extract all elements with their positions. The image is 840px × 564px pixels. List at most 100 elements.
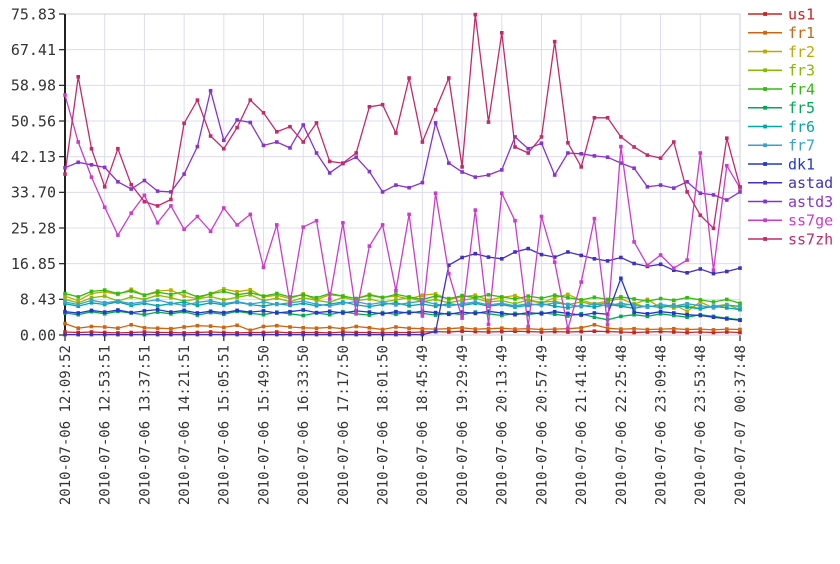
series-marker-fr3 (500, 298, 504, 303)
series-marker-fr7 (433, 302, 438, 306)
series-marker-fr4 (632, 297, 636, 301)
series-marker-astad (102, 332, 107, 337)
series-marker-fr3 (314, 298, 319, 303)
series-marker-ss7zh (380, 102, 385, 107)
series-marker-fr3 (235, 295, 239, 300)
series-marker-ss7ge (76, 140, 80, 144)
series-marker-ss7ge (711, 268, 716, 272)
series-marker-fr3 (513, 301, 517, 306)
legend-swatch-marker (763, 143, 767, 148)
series-marker-us1 (354, 330, 358, 335)
series-marker-ss7zh (513, 145, 517, 149)
series-marker-fr1 (367, 326, 372, 330)
series-marker-us1 (169, 330, 173, 335)
series-marker-astd3 (592, 154, 597, 158)
series-marker-fr4 (116, 291, 120, 296)
series-marker-fr7 (685, 301, 689, 306)
series-marker-us1 (473, 329, 478, 334)
series-marker-ss7ge (526, 324, 530, 329)
series-marker-ss7ge (513, 218, 517, 223)
series-marker-astd3 (460, 170, 464, 174)
series-marker-fr1 (605, 326, 610, 330)
series-marker-us1 (539, 330, 544, 334)
series-marker-fr3 (301, 295, 305, 300)
series-marker-fr4 (592, 295, 597, 300)
series-marker-fr4 (394, 292, 398, 297)
series-marker-fr4 (182, 290, 186, 294)
series-marker-us1 (566, 330, 570, 334)
series-marker-fr6 (592, 305, 597, 309)
series-marker-fr2 (76, 298, 80, 303)
series-marker-fr1 (275, 323, 279, 328)
series-marker-ss7ge (645, 263, 650, 267)
series-marker-ss7ge (354, 312, 358, 316)
series-marker-astad (711, 271, 716, 276)
series-marker-us1 (208, 330, 213, 334)
series-marker-fr7 (738, 304, 742, 309)
series-marker-fr7 (698, 304, 703, 308)
series-marker-astad (513, 250, 517, 254)
series-marker-us1 (698, 330, 703, 334)
series-marker-fr4 (367, 293, 372, 297)
series-marker-astad (526, 246, 530, 251)
series-marker-fr7 (327, 304, 332, 308)
series-marker-us1 (711, 330, 716, 335)
series-marker-astd3 (275, 140, 279, 144)
series-marker-fr7 (579, 304, 583, 309)
series-marker-ss7ge (327, 297, 332, 301)
series-marker-fr3 (526, 298, 530, 302)
x-axis-label: 2010-07-06 17:17:50 (336, 345, 352, 505)
legend-item: astd3 (748, 193, 833, 211)
series-marker-astad (63, 332, 67, 337)
series-marker-astad (208, 332, 213, 337)
series-marker-ss7zh (552, 39, 557, 44)
series-marker-fr4 (222, 289, 226, 294)
series-marker-fr1 (645, 327, 650, 332)
series-marker-fr5 (619, 314, 623, 319)
series-marker-us1 (685, 330, 689, 335)
series-marker-fr4 (672, 298, 676, 303)
series-marker-dk1 (447, 312, 451, 317)
series-marker-us1 (526, 329, 530, 334)
series-marker-fr6 (261, 304, 266, 308)
series-marker-ss7zh (142, 199, 147, 204)
series-marker-fr4 (248, 290, 253, 295)
series-marker-fr4 (76, 295, 80, 299)
series-marker-us1 (248, 330, 253, 335)
series-marker-fr2 (420, 293, 425, 297)
series-marker-fr7 (619, 301, 623, 306)
series-marker-fr4 (275, 291, 279, 296)
series-marker-astad (579, 253, 583, 258)
series-marker-fr4 (698, 298, 703, 302)
series-marker-fr1 (380, 327, 385, 332)
series-marker-astad (500, 257, 504, 261)
series-marker-fr3 (486, 300, 491, 304)
series-marker-dk1 (261, 309, 266, 313)
series-marker-fr7 (182, 303, 186, 308)
series-marker-astd3 (685, 180, 689, 184)
series-marker-astd3 (235, 118, 239, 122)
x-axis-label: 2010-07-06 12:53:51 (98, 345, 114, 505)
series-marker-fr5 (500, 313, 504, 318)
series-marker-astd3 (407, 185, 411, 190)
x-axis-label: 2010-07-06 20:57:49 (534, 345, 550, 505)
series-marker-fr1 (155, 326, 160, 330)
series-marker-astd3 (738, 190, 742, 194)
series-marker-fr7 (605, 304, 610, 308)
series-marker-us1 (63, 330, 67, 334)
series-marker-fr3 (433, 297, 438, 302)
series-marker-fr5 (552, 312, 557, 317)
series-marker-ss7ge (725, 163, 729, 168)
series-marker-fr6 (738, 307, 742, 312)
series-marker-fr4 (63, 291, 67, 296)
series-marker-fr3 (275, 296, 279, 300)
series-marker-ss7ge (658, 253, 663, 257)
series-marker-fr6 (155, 304, 160, 308)
series-marker-astd3 (526, 146, 530, 151)
legend-item: fr3 (748, 62, 815, 80)
series-marker-us1 (658, 329, 663, 334)
series-marker-astd3 (645, 185, 650, 189)
series-marker-fr1 (552, 327, 557, 331)
series-marker-ss7zh (102, 185, 107, 189)
